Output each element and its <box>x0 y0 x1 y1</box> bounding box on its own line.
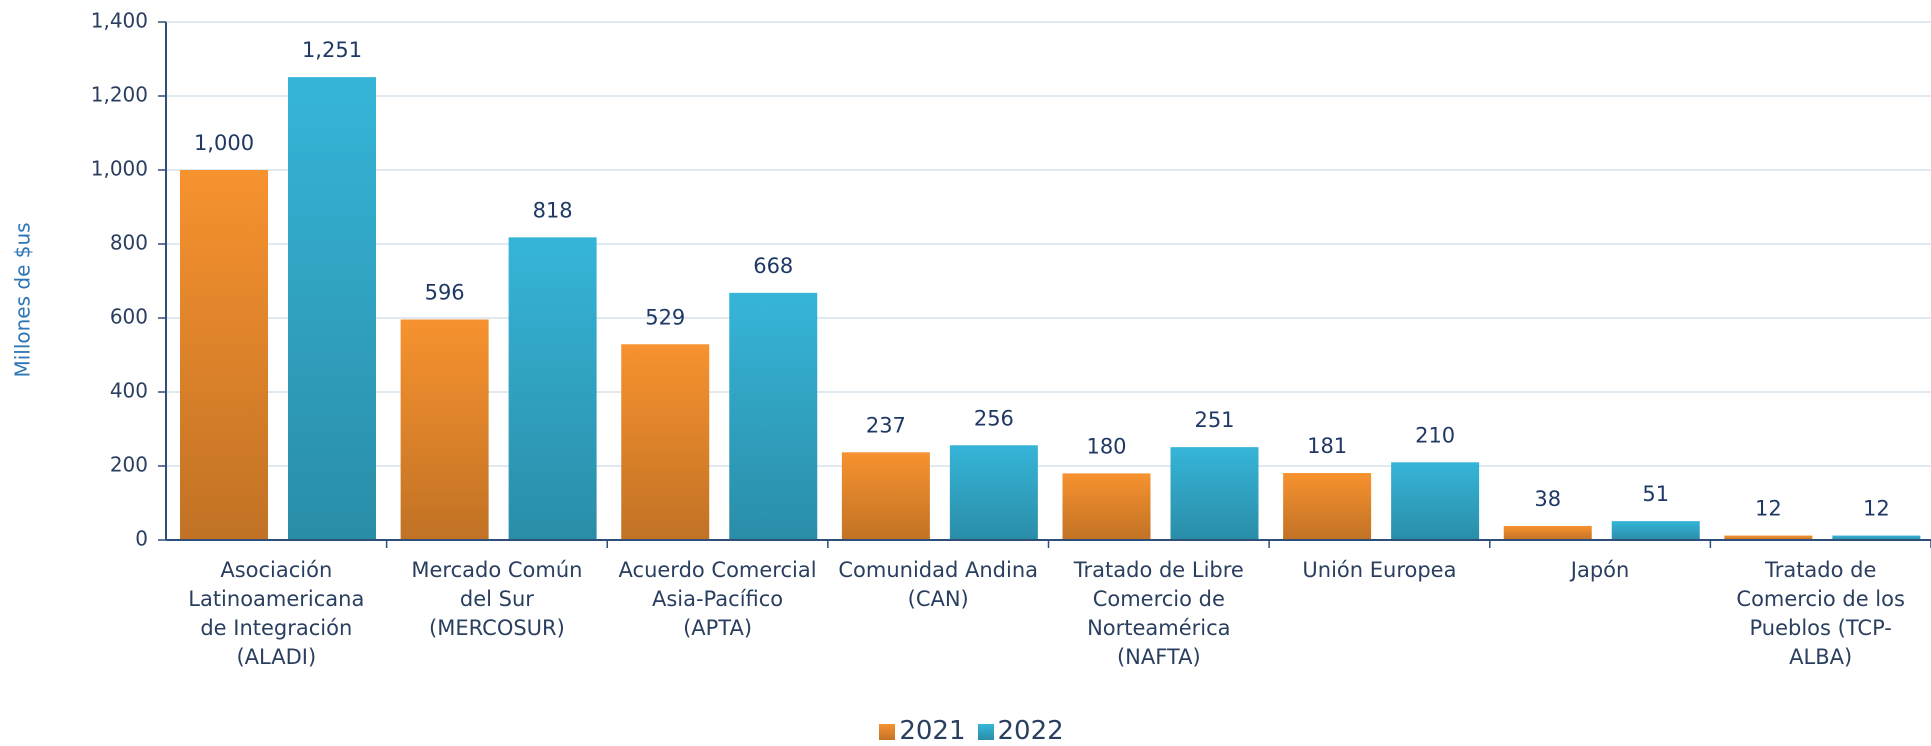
x-tick-label: Acuerdo Comercial Asia-Pacífico (APTA) <box>618 558 817 640</box>
value-label: 181 <box>1307 434 1347 458</box>
x-tick-label: Asociación Latinoamericana de Integració… <box>188 558 365 669</box>
legend-swatch <box>977 724 994 740</box>
value-label: 38 <box>1534 487 1561 511</box>
legend: 2021 2022 <box>0 716 1931 746</box>
legend-swatch <box>879 724 896 740</box>
y-tick-label: 800 <box>110 231 148 255</box>
value-label: 12 <box>1863 497 1890 521</box>
y-axis-label: Millones de $us <box>11 222 35 377</box>
value-label: 12 <box>1755 497 1782 521</box>
value-label: 668 <box>753 254 793 278</box>
x-tick-label: Tratado de Libre Comercio de Norteaméric… <box>1073 558 1244 669</box>
bar <box>729 292 818 540</box>
x-tick-label: Tratado de Comercio de los Pueblos (TCP-… <box>1736 558 1905 669</box>
bar <box>841 452 930 540</box>
value-label: 180 <box>1086 434 1126 458</box>
value-label: 237 <box>866 413 906 437</box>
bar <box>508 237 597 540</box>
bar <box>288 77 376 540</box>
y-tick-label: 600 <box>110 305 148 329</box>
x-tick-label: Comunidad Andina (CAN) <box>838 558 1039 611</box>
value-label: 51 <box>1642 482 1669 506</box>
x-tick-label: Unión Europea <box>1302 558 1457 582</box>
legend-label: 2022 <box>997 716 1064 746</box>
value-label: 256 <box>974 406 1014 430</box>
bar <box>1611 521 1700 540</box>
y-tick-label: 0 <box>135 527 148 551</box>
y-tick-label: 1,000 <box>91 157 148 181</box>
value-label: 818 <box>533 198 573 222</box>
bar <box>400 319 489 540</box>
legend-label: 2021 <box>899 716 966 746</box>
bar <box>1170 447 1259 540</box>
y-tick-label: 200 <box>110 453 148 477</box>
y-tick-label: 1,400 <box>91 9 148 33</box>
value-label: 210 <box>1415 423 1455 447</box>
bar <box>1503 525 1592 540</box>
bar <box>1391 462 1480 540</box>
bar <box>1724 535 1813 540</box>
y-tick-label: 1,200 <box>91 83 148 107</box>
y-tick-label: 400 <box>110 379 148 403</box>
bar <box>180 170 268 540</box>
bar <box>1062 473 1151 540</box>
value-label: 1,251 <box>302 38 362 62</box>
bar <box>949 445 1038 540</box>
bar <box>1283 473 1372 540</box>
value-label: 251 <box>1194 408 1234 432</box>
value-label: 596 <box>425 280 465 304</box>
x-tick-label: Japón <box>1570 558 1630 582</box>
value-label: 1,000 <box>194 131 254 155</box>
x-tick-label: Mercado Común del Sur (MERCOSUR) <box>411 558 583 640</box>
value-label: 529 <box>645 305 685 329</box>
bar <box>1832 535 1921 540</box>
bar <box>621 344 710 540</box>
